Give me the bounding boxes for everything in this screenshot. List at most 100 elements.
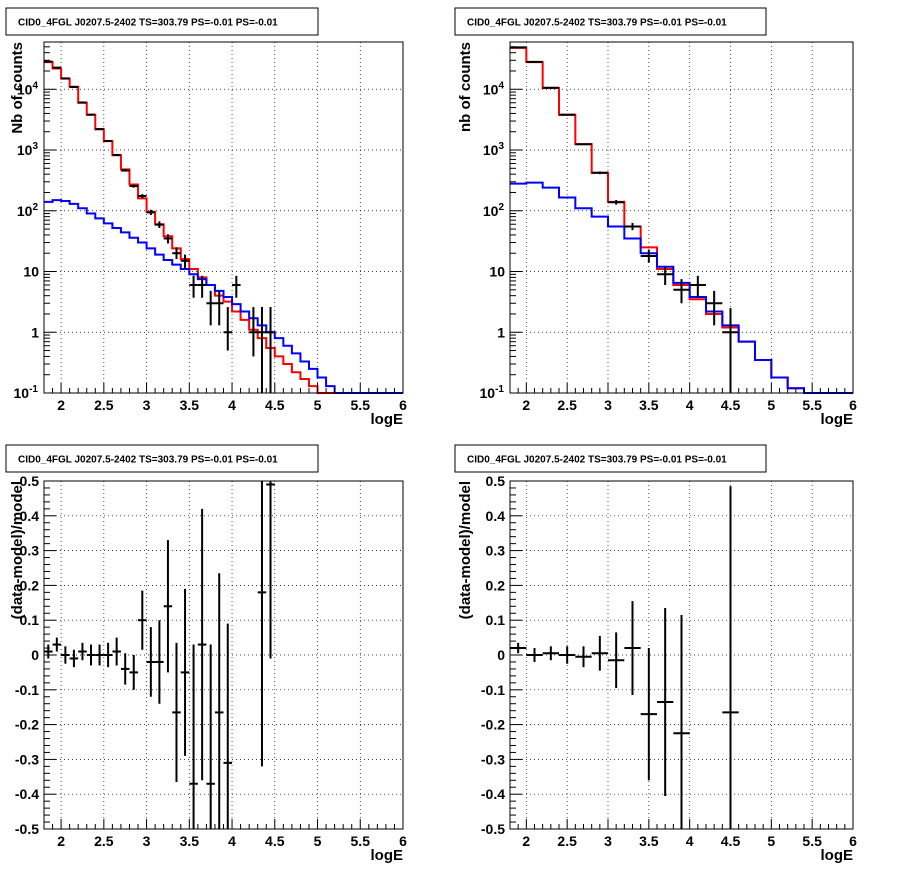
y-axis-label: (data-model)/model <box>457 481 474 619</box>
x-tick-label: 2.5 <box>94 833 114 849</box>
chart-panel-4: 2 2.5 3 3.5 4 4.5 5 5.5 6 -0.5 -0.4 -0.3 -0.2 -0.1 0 0.… <box>454 444 857 864</box>
data-point <box>69 85 79 88</box>
x-tick-label: 6 <box>849 397 857 413</box>
data-point <box>214 573 224 829</box>
data-point <box>249 307 258 357</box>
data-point <box>526 648 543 662</box>
histogram-series-1 <box>44 61 403 394</box>
x-tick-label: 4 <box>228 833 236 849</box>
histogram-series-1 <box>510 46 853 394</box>
data-point <box>120 169 130 172</box>
data-point <box>129 655 139 690</box>
x-tick-label: 5 <box>314 833 322 849</box>
y-tick-label: 0 <box>31 647 39 663</box>
x-axis-label: logE <box>821 411 854 428</box>
y-tick-label: -0.2 <box>481 717 505 733</box>
y-tick-label: 0 <box>497 647 505 663</box>
x-tick-label: 4.5 <box>265 397 285 413</box>
y-tick-label: -0.5 <box>481 821 505 837</box>
data-point <box>112 637 121 666</box>
data-point <box>180 588 190 756</box>
data-points <box>510 46 739 393</box>
y-tick-label: 1 <box>31 324 39 340</box>
data-point <box>559 646 576 664</box>
x-tick-label: 3 <box>143 397 151 413</box>
y-tick-label: 0.2 <box>486 577 506 593</box>
x-tick-label: 2.5 <box>94 397 114 413</box>
y-tick-label: -0.4 <box>15 786 39 802</box>
data-point <box>608 200 625 205</box>
data-points <box>44 60 275 393</box>
title-box <box>5 444 319 473</box>
data-points <box>510 486 739 829</box>
y-tick-label: 10-1 <box>480 384 505 401</box>
data-point <box>172 642 181 783</box>
data-point <box>722 308 739 393</box>
y-tick-label: 0.4 <box>20 508 40 524</box>
y-tick-label: 0.4 <box>486 508 506 524</box>
axis-ticks <box>43 480 404 830</box>
y-tick-label: 0.5 <box>486 473 506 489</box>
data-point <box>197 508 207 781</box>
data-point <box>624 601 641 696</box>
axis-ticks <box>43 41 404 394</box>
title-box <box>454 7 767 36</box>
x-tick-label: 5 <box>767 833 775 849</box>
data-point <box>624 222 641 231</box>
data-point <box>103 642 113 668</box>
chart-title: CID0_4FGL J0207.5-2402 TS=303.79 PS=-0.0… <box>18 455 278 466</box>
x-tick-label: 6 <box>399 833 407 849</box>
data-point <box>146 209 156 216</box>
data-point <box>95 644 104 666</box>
data-point <box>591 635 608 671</box>
axis-ticks <box>509 480 854 830</box>
data-point <box>112 153 121 156</box>
histogram-series-2 <box>44 199 403 394</box>
y-tick-label: 1 <box>497 324 505 340</box>
data-point <box>44 60 53 63</box>
data-point <box>575 143 592 146</box>
data-point <box>180 254 190 269</box>
data-point <box>138 590 147 650</box>
x-tick-label: 3 <box>604 833 612 849</box>
x-axis-label: logE <box>371 847 404 864</box>
chart-title: CID0_4FGL J0207.5-2402 TS=303.79 PS=-0.0… <box>467 18 727 29</box>
x-tick-label: 2 <box>522 397 530 413</box>
data-point <box>78 642 87 661</box>
x-tick-label: 3.5 <box>639 833 659 849</box>
data-point <box>78 101 87 104</box>
x-tick-label: 5.5 <box>351 397 371 413</box>
x-tick-label: 2 <box>522 833 530 849</box>
y-tick-label: -0.1 <box>15 682 39 698</box>
y-tick-label: 103 <box>17 141 39 158</box>
x-axis-label: logE <box>821 847 854 864</box>
y-tick-label: -0.1 <box>481 682 505 698</box>
data-point <box>559 113 576 116</box>
data-point <box>86 113 96 116</box>
y-tick-label: -0.5 <box>15 821 39 837</box>
x-tick-label: 5 <box>314 397 322 413</box>
y-tick-label: -0.2 <box>15 717 39 733</box>
y-tick-label: 0.1 <box>20 612 40 628</box>
y-tick-label: 0.3 <box>20 543 40 559</box>
data-point <box>575 646 592 668</box>
y-tick-label: 0.2 <box>20 577 40 593</box>
data-point <box>722 486 739 829</box>
y-axis-label: (data-model)/model <box>9 481 26 619</box>
data-point <box>44 644 53 659</box>
data-point <box>608 632 625 689</box>
x-tick-label: 4.5 <box>721 833 741 849</box>
x-tick-label: 4 <box>228 397 236 413</box>
title-box <box>5 7 319 36</box>
y-tick-label: 10-1 <box>14 384 39 401</box>
x-tick-label: 3.5 <box>639 397 659 413</box>
data-point <box>163 540 173 673</box>
x-tick-label: 6 <box>849 833 857 849</box>
data-point <box>640 648 657 781</box>
data-point <box>689 275 706 298</box>
data-point <box>189 644 198 829</box>
data-point <box>103 139 113 142</box>
data-point <box>257 481 267 767</box>
x-tick-label: 5.5 <box>351 833 371 849</box>
